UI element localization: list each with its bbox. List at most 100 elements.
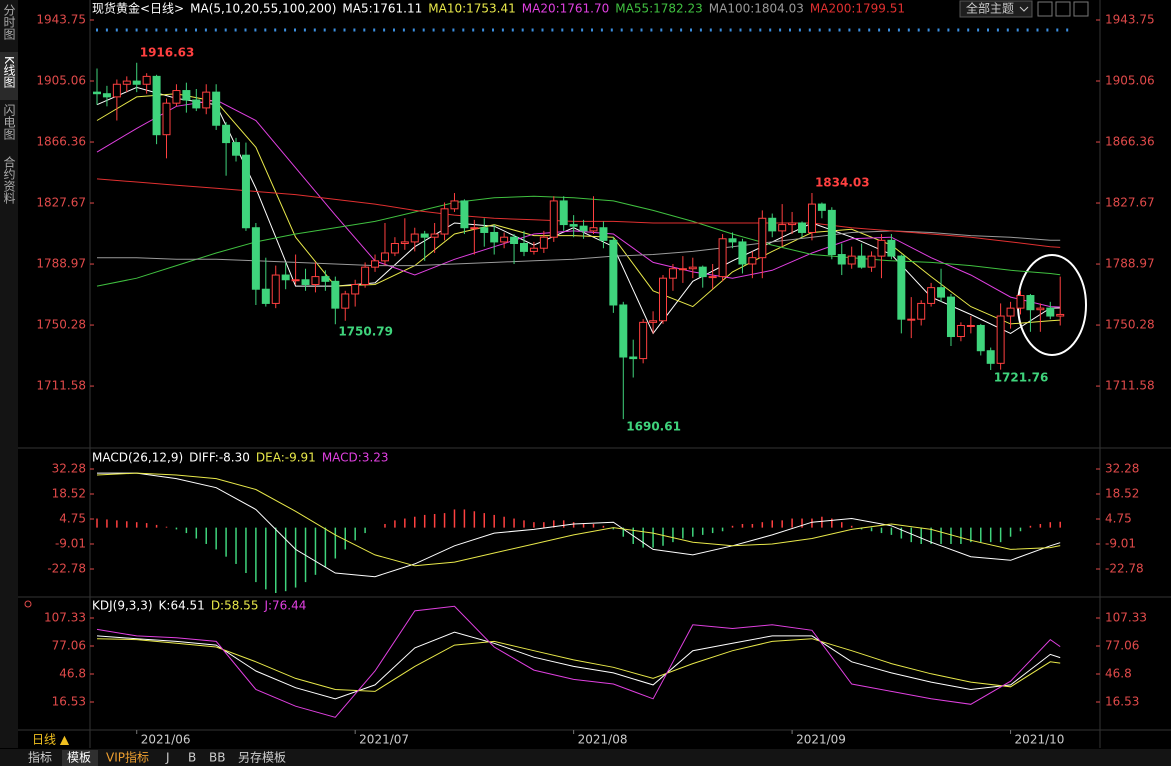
candle-body <box>480 227 489 233</box>
y-tick-label: 1711.58 <box>36 379 86 393</box>
candle-body <box>708 276 717 279</box>
y-tick-label: 16.53 <box>52 695 86 709</box>
tool-icon[interactable] <box>1073 1 1089 17</box>
indicator-line <box>96 638 1061 692</box>
legend-entry: MA20:1761.70 <box>522 2 610 16</box>
candle-body <box>897 255 906 320</box>
legend-entry: MA(5,10,20,55,100,200) <box>190 2 336 16</box>
candle-body <box>807 203 816 233</box>
candle-body <box>748 257 757 265</box>
candle-body <box>212 91 221 126</box>
candle-body <box>996 315 1005 364</box>
candle-body <box>758 217 767 259</box>
candle-body <box>569 224 578 227</box>
legend-entry: MACD(26,12,9) <box>92 451 183 465</box>
candle-body <box>1016 295 1025 309</box>
candle-body <box>102 93 111 98</box>
tab-active <box>62 750 98 766</box>
candle-body <box>390 242 399 254</box>
indicator-line <box>97 230 1061 267</box>
candle-body <box>351 283 360 295</box>
candle-body <box>847 255 856 265</box>
bottom-bar <box>0 749 1171 766</box>
theme-button[interactable] <box>959 0 1033 18</box>
y-tick-label-right: -22.78 <box>1105 561 1144 575</box>
bottom-tab[interactable]: BB <box>209 751 225 765</box>
legend-entry: MA200:1799.51 <box>810 2 905 16</box>
y-tick-label-right: -9.01 <box>1105 536 1136 550</box>
candle-body <box>519 242 528 252</box>
candle-body <box>937 287 946 298</box>
candle-body <box>718 238 727 278</box>
panel-icon <box>24 600 32 608</box>
candle-body <box>232 142 241 156</box>
candle-body <box>460 200 469 229</box>
candle-body <box>798 222 807 233</box>
y-tick-label-right: 16.53 <box>1105 695 1139 709</box>
candle-body <box>599 227 608 241</box>
candle-body <box>867 255 876 268</box>
bottom-tab[interactable]: 模板 <box>67 751 91 765</box>
bottom-tab[interactable]: 指标 <box>28 750 52 765</box>
period-selector[interactable]: 日线 ▲ <box>32 733 70 747</box>
theme-button-label[interactable]: 全部主题 <box>966 1 1014 16</box>
legend-entry: MA55:1782.23 <box>615 2 703 16</box>
legend-entry: DEA:-9.91 <box>256 451 316 465</box>
y-tick-label-right: 18.52 <box>1105 486 1139 500</box>
bottom-tab[interactable]: B <box>188 751 196 765</box>
y-tick-label-right: 1711.58 <box>1105 379 1155 393</box>
candle-body <box>93 91 101 95</box>
candle-body <box>410 233 419 243</box>
candle-body <box>450 200 459 210</box>
sidebar-tab[interactable]: K线图 <box>2 56 16 88</box>
candle-body <box>917 302 926 320</box>
candle-body <box>1036 307 1045 311</box>
tool-icon[interactable] <box>1037 1 1053 17</box>
sidebar-active <box>0 52 18 100</box>
candle-body <box>321 276 330 282</box>
bottom-tab[interactable]: VIP指标 <box>106 750 149 765</box>
candle-body <box>619 304 628 358</box>
candle-body <box>857 255 866 268</box>
y-tick-label-right: 1827.67 <box>1105 196 1155 210</box>
candle-body <box>1056 313 1065 317</box>
y-tick-label: 1866.36 <box>36 135 86 149</box>
candle-body <box>887 239 896 257</box>
sidebar-tab[interactable]: 合约资料 <box>2 155 16 204</box>
indicator-line <box>96 93 1061 325</box>
bottom-tab[interactable]: J <box>165 751 170 765</box>
candle-body <box>510 236 519 244</box>
extreme-label: 1690.61 <box>626 420 681 434</box>
candle-body <box>629 356 638 360</box>
candle-body <box>311 276 320 285</box>
bottom-tab[interactable]: 另存模板 <box>238 751 286 765</box>
candle-body <box>361 266 370 285</box>
candle-body <box>788 222 797 226</box>
y-tick-label: 1905.06 <box>36 74 86 88</box>
y-tick-label: 46.8 <box>59 667 86 681</box>
y-tick-label: -22.78 <box>47 561 86 575</box>
extreme-label: 1721.76 <box>994 371 1049 385</box>
legend-entry: K:64.51 <box>159 599 205 613</box>
candle-body <box>549 200 558 238</box>
candle-body <box>877 239 886 257</box>
candle-body <box>946 296 955 338</box>
tool-icon[interactable] <box>1055 1 1071 17</box>
candle-body <box>639 321 648 360</box>
candle-body <box>827 209 836 256</box>
candle-body <box>1026 295 1035 311</box>
indicator-line <box>97 472 1061 578</box>
legend-entry: D:58.55 <box>211 599 259 613</box>
sidebar-tab[interactable]: 闪电图 <box>2 104 16 140</box>
candle-body <box>281 274 290 281</box>
y-tick-label: -9.01 <box>55 536 86 550</box>
sidebar-tab[interactable]: 分时图 <box>2 4 16 40</box>
extreme-label: 1916.63 <box>140 45 195 59</box>
candle-body <box>589 227 598 232</box>
candle-body <box>172 90 181 104</box>
candle-body <box>986 350 995 364</box>
candle-body <box>162 102 171 136</box>
candle-body <box>440 208 449 235</box>
candle-body <box>430 233 439 238</box>
